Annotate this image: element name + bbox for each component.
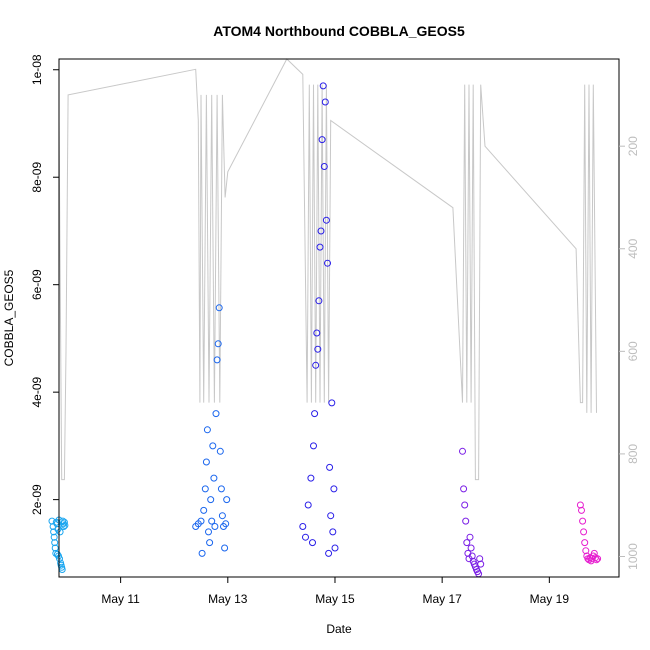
altitude-line	[58, 58, 597, 481]
y-axis-label: COBBLA_GEOS5	[2, 269, 16, 366]
y-right-tick-label: 600	[626, 341, 640, 361]
data-point	[313, 329, 321, 337]
data-point	[317, 227, 325, 235]
data-point	[60, 518, 68, 526]
data-point	[312, 361, 320, 369]
data-point	[203, 426, 211, 434]
data-point	[307, 474, 315, 482]
data-point	[324, 259, 331, 267]
data-point	[218, 512, 226, 520]
data-point	[326, 463, 334, 471]
data-point	[61, 521, 69, 529]
data-point	[327, 512, 335, 520]
data-point	[321, 98, 329, 106]
data-point	[53, 550, 61, 558]
data-point	[579, 517, 587, 525]
x-axis-label: Date	[326, 622, 352, 636]
data-point	[217, 485, 225, 493]
data-point	[590, 549, 598, 557]
data-point	[50, 533, 58, 541]
y-right-tick-label: 200	[626, 136, 640, 156]
data-point	[216, 447, 224, 455]
data-point	[311, 410, 319, 418]
data-point	[222, 520, 230, 528]
data-point	[582, 547, 590, 555]
data-point	[302, 533, 309, 541]
y-right-tick-label: 800	[626, 444, 640, 464]
chart-title: ATOM4 Northbound COBBLA_GEOS5	[213, 23, 465, 39]
y-right-tick-label: 1000	[626, 543, 640, 570]
data-point	[319, 82, 327, 90]
x-tick-label: May 11	[101, 592, 140, 606]
y-tick-label: 1e-08	[30, 54, 44, 85]
y-tick-label: 4e-09	[30, 376, 44, 407]
y-tick-label: 2e-09	[30, 484, 44, 515]
plot-frame	[58, 58, 620, 578]
data-point	[198, 549, 206, 557]
data-point	[197, 517, 205, 525]
data-point	[205, 528, 212, 536]
data-point	[463, 539, 471, 547]
data-point	[60, 523, 68, 530]
data-point	[223, 496, 231, 504]
data-point	[315, 297, 323, 305]
data-point	[299, 523, 307, 530]
data-point	[314, 345, 322, 353]
x-tick-label: May 17	[422, 592, 462, 606]
data-point	[331, 544, 339, 552]
data-point	[56, 528, 64, 536]
data-point	[477, 560, 485, 568]
data-point	[208, 517, 216, 525]
data-point	[210, 474, 218, 482]
data-point	[202, 458, 210, 466]
data-point	[462, 517, 470, 525]
data-point	[580, 528, 588, 536]
data-point	[466, 533, 474, 541]
data-point	[318, 136, 326, 144]
data-point	[207, 496, 215, 504]
data-point	[461, 501, 469, 509]
data-point	[201, 485, 209, 493]
y-right-tick-label: 400	[626, 238, 640, 258]
data-point	[594, 555, 602, 563]
data-point	[329, 528, 337, 536]
data-point	[51, 544, 59, 552]
data-point	[209, 442, 217, 450]
data-point	[325, 549, 333, 557]
data-point	[459, 447, 466, 455]
data-point	[309, 539, 316, 547]
data-point	[212, 410, 220, 418]
y-tick-label: 8e-09	[30, 162, 44, 193]
data-point	[467, 544, 475, 552]
data-point	[593, 556, 600, 564]
data-point	[316, 243, 324, 251]
data-point	[310, 442, 317, 450]
data-point	[322, 216, 330, 224]
data-point	[221, 544, 229, 552]
data-point	[215, 304, 223, 312]
data-point	[211, 523, 219, 530]
x-tick-label: May 13	[208, 592, 248, 606]
data-point	[581, 539, 589, 547]
x-tick-label: May 19	[530, 592, 570, 606]
data-point	[578, 506, 585, 514]
plot-area: May 11 May 13 May 15 May 17 May 19 2e-09 4e-09…	[30, 54, 640, 606]
data-point	[59, 520, 67, 528]
data-point	[460, 485, 468, 493]
data-point	[330, 485, 338, 493]
data-point	[304, 501, 312, 509]
data-point	[214, 340, 222, 348]
y-tick-label: 6e-09	[30, 269, 44, 300]
x-tick-label: May 15	[315, 592, 355, 606]
data-point	[51, 539, 59, 547]
data-point	[320, 163, 328, 170]
data-point	[328, 399, 336, 407]
data-point	[213, 356, 221, 364]
data-point	[200, 506, 208, 514]
data-point	[206, 539, 214, 547]
